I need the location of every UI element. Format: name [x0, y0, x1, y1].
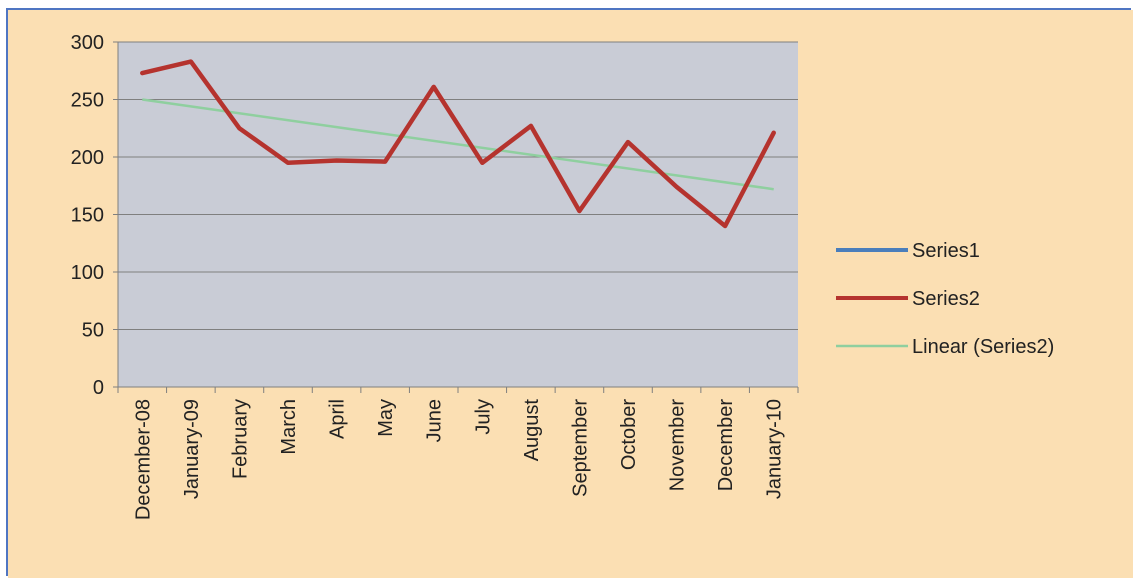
y-axis: 0 50 100 150 200 250 300	[71, 32, 119, 399]
x-tick-label: July	[472, 399, 494, 435]
y-tick-label: 0	[93, 377, 104, 399]
x-tick-label: February	[229, 399, 251, 479]
gridlines	[118, 41, 798, 330]
x-tick-label: December	[715, 399, 737, 492]
x-tick-label: March	[278, 399, 300, 455]
legend-label: Linear (Series2)	[912, 336, 1054, 358]
legend: Series1 Series2 Linear (Series2)	[836, 240, 1054, 358]
y-tick-label: 300	[71, 32, 104, 54]
trendline	[142, 98, 774, 191]
x-tick-label: June	[424, 399, 446, 442]
x-tick-label: October	[618, 399, 640, 470]
y-tick-label: 50	[82, 320, 104, 342]
y-tick-label: 100	[71, 262, 104, 284]
line-chart: 0 50 100 150 200 250 300 December-08 January-09…	[8, 10, 1133, 578]
series-line	[140, 59, 776, 229]
x-tick-label: April	[327, 399, 349, 439]
x-tick-label: November	[667, 399, 689, 492]
x-axis: December-08 January-09 February March April M…	[117, 386, 799, 520]
y-tick-label: 250	[71, 90, 104, 112]
y-tick-label: 200	[71, 147, 104, 169]
x-tick-label: December-08	[132, 399, 154, 520]
x-tick-label: January-10	[764, 399, 786, 499]
series-lines	[140, 59, 776, 229]
y-tick-label: 150	[71, 205, 104, 227]
chart-frame: 0 50 100 150 200 250 300 December-08 January-09…	[6, 8, 1133, 578]
legend-label: Series2	[912, 288, 980, 310]
x-tick-label: May	[375, 399, 397, 437]
legend-label: Series1	[912, 240, 980, 262]
x-tick-label: August	[521, 399, 543, 462]
x-tick-label: January-09	[181, 399, 203, 499]
x-tick-label: September	[569, 399, 591, 497]
